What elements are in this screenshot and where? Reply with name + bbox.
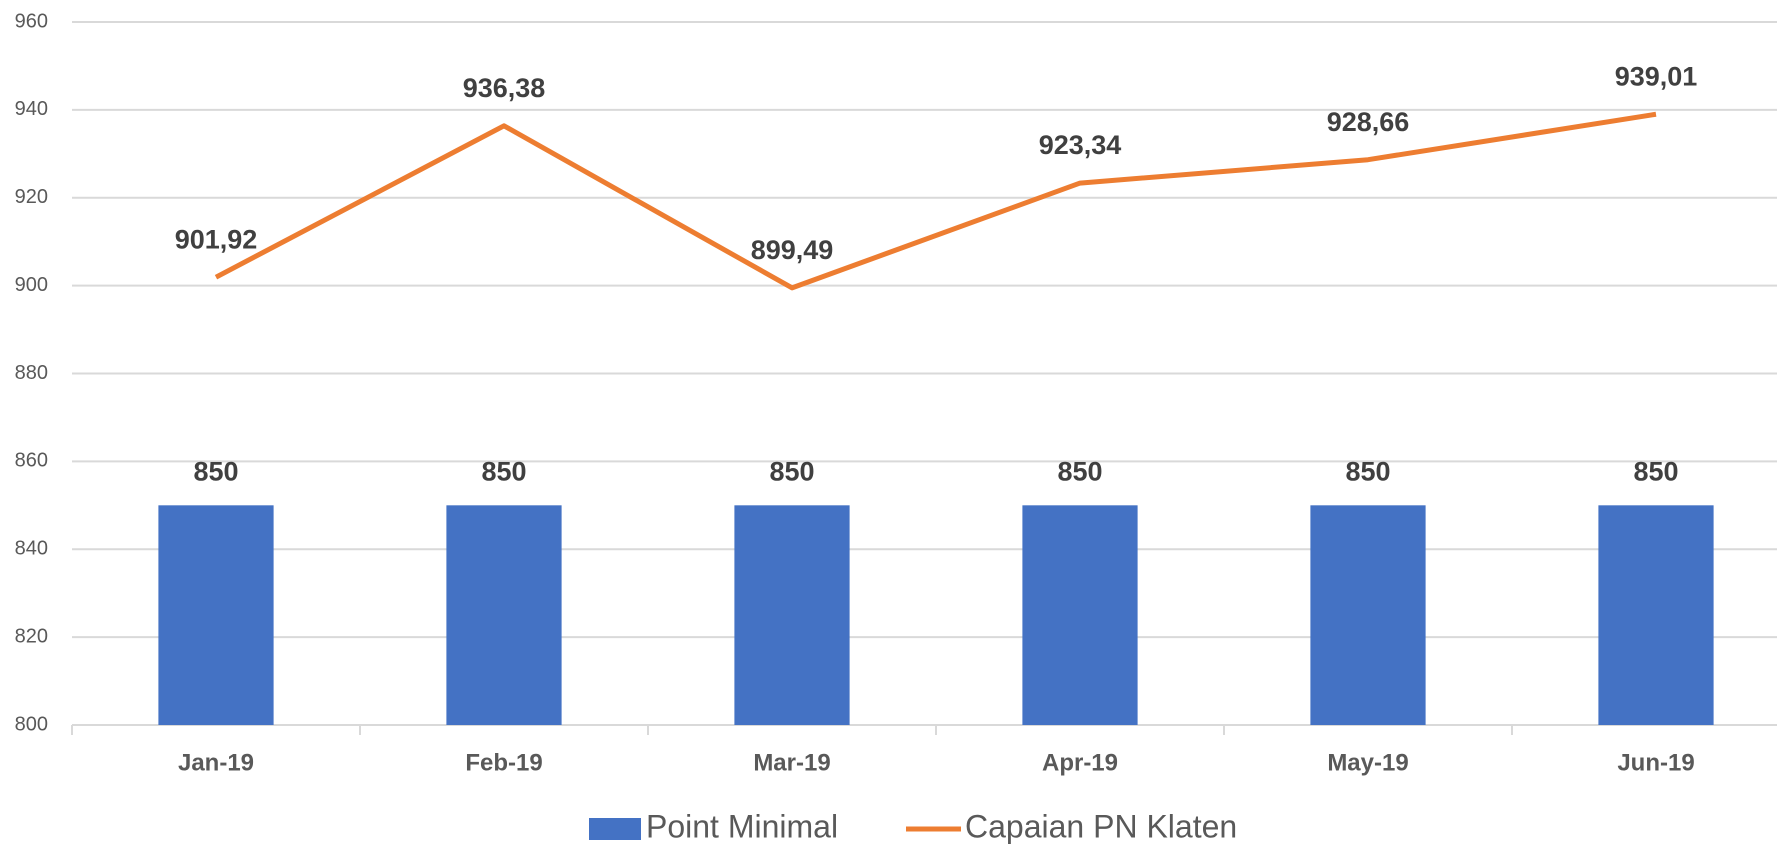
bar-value-label: 850 [1057, 456, 1102, 486]
bar [1310, 505, 1426, 725]
y-tick-label: 880 [15, 362, 48, 384]
bar [734, 505, 850, 725]
line-value-label: 936,38 [463, 73, 546, 103]
y-tick-label: 900 [15, 274, 48, 296]
x-tick-label: Mar-19 [753, 749, 830, 776]
line-value-label: 928,66 [1327, 107, 1410, 137]
bar-value-label: 850 [193, 456, 238, 486]
line [214, 111, 1657, 291]
bar-value-label: 850 [1345, 456, 1390, 486]
legend-swatch [589, 818, 641, 840]
line-value-label: 899,49 [751, 235, 834, 265]
y-tick-label: 800 [15, 713, 48, 735]
bar-value-label: 850 [1633, 456, 1678, 486]
x-tick-label: Apr-19 [1042, 749, 1118, 776]
x-tick-label: Feb-19 [465, 749, 542, 776]
x-tick-label: Jan-19 [178, 749, 254, 776]
y-tick-label: 920 [15, 186, 48, 208]
bar [158, 505, 274, 725]
bar [1598, 505, 1714, 725]
bar [1022, 505, 1138, 725]
y-tick-label: 820 [15, 625, 48, 647]
line-value-label: 939,01 [1615, 61, 1698, 91]
y-tick-label: 860 [15, 450, 48, 472]
y-tick-label: 960 [15, 10, 48, 32]
y-tick-label: 840 [15, 538, 48, 560]
legend-label: Capaian PN Klaten [965, 808, 1237, 844]
legend-label: Point Minimal [646, 808, 838, 844]
line-value-label: 901,92 [175, 224, 258, 254]
bar-value-label: 850 [769, 456, 814, 486]
bar-value-label: 850 [481, 456, 526, 486]
line-value-label: 923,34 [1039, 130, 1122, 160]
x-tick-label: Jun-19 [1617, 749, 1694, 776]
bar [446, 505, 562, 725]
y-tick-label: 940 [15, 98, 48, 120]
x-tick-label: May-19 [1327, 749, 1408, 776]
